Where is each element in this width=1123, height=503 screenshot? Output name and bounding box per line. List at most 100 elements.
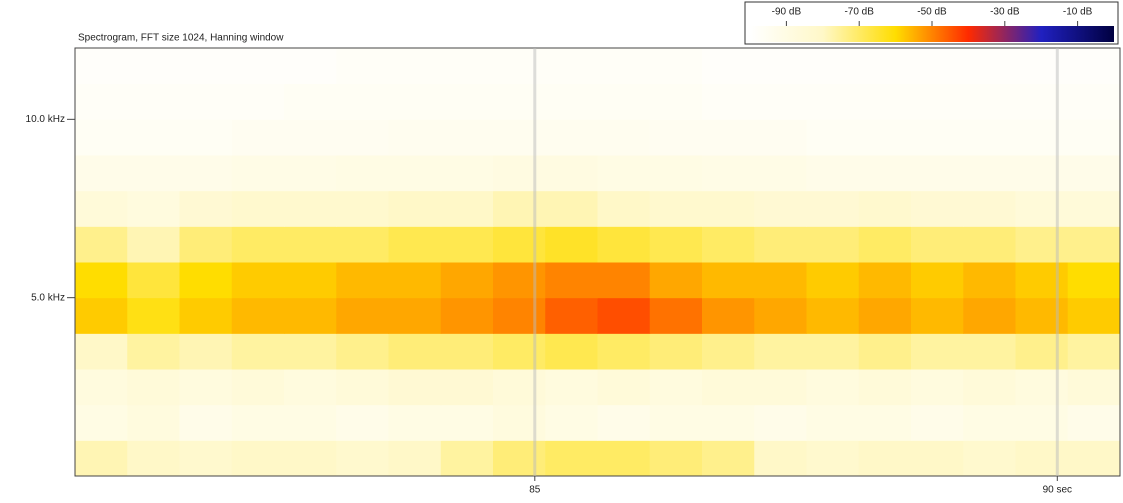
spectrogram-cell [911,262,964,299]
spectrogram-cell [911,333,964,370]
spectrogram-cell [963,404,1016,441]
spectrogram-cell [702,83,755,120]
spectrogram-cell [963,155,1016,192]
spectrogram-cell [1067,83,1121,120]
spectrogram-cell [388,119,442,156]
spectrogram-cell [440,226,494,263]
spectrogram-cell [388,226,442,263]
spectrogram-cell [649,262,703,299]
spectrogram-cell [127,83,180,120]
spectrogram-cell [858,440,912,477]
spectrogram-cell [911,83,964,120]
spectrogram-cell [231,404,285,441]
spectrogram-cell [231,262,285,299]
spectrogram-cell [440,297,494,334]
spectrogram-cell [75,190,128,227]
spectrogram-cell [127,226,180,263]
spectrogram-cell [545,48,598,85]
spectrogram-cell [806,262,860,299]
spectrogram-cell [388,297,442,334]
spectrogram-cell [388,83,442,120]
spectrogram-cell [493,155,546,192]
spectrogram-cell [440,262,494,299]
spectrogram-cell [806,333,860,370]
spectrogram-cell [284,190,337,227]
spectrogram-cell [858,190,912,227]
spectrogram-cell [963,190,1016,227]
spectrogram-cell [858,404,912,441]
spectrogram-cell [440,48,494,85]
spectrogram-cell [1015,369,1069,406]
spectrogram-cell [963,226,1016,263]
spectrogram-cell [806,83,860,120]
spectrogram-cell [702,404,755,441]
x-tick-label: 90 sec [1043,485,1072,496]
spectrogram-cell [597,333,651,370]
spectrogram-cell [127,155,180,192]
spectrogram-cell [75,119,128,156]
spectrogram-cell [388,155,442,192]
spectrogram-cell [336,297,389,334]
spectrogram-cell [388,369,442,406]
spectrogram-cell [127,333,180,370]
spectrogram-cell [963,119,1016,156]
spectrogram-cell [231,369,285,406]
spectrogram-cell [75,333,128,370]
spectrogram-cell [754,404,807,441]
colorbar-tick-label: -10 dB [1063,7,1093,18]
spectrogram-cell [179,155,233,192]
spectrogram-cell [702,190,755,227]
spectrogram-cell [179,404,233,441]
spectrogram-cell [963,297,1016,334]
spectrogram-cell [1015,333,1069,370]
spectrogram-cell [702,119,755,156]
spectrogram-cell [911,119,964,156]
spectrogram-cell [336,262,389,299]
spectrogram-cell [493,190,546,227]
y-tick-label: 5.0 kHz [31,292,65,303]
spectrogram-cell [284,297,337,334]
spectrogram-cell [336,440,389,477]
spectrogram-cell [127,297,180,334]
spectrogram-cell [649,297,703,334]
spectrogram-cell [1015,119,1069,156]
spectrogram-cell [179,83,233,120]
spectrogram-cell [1015,48,1069,85]
spectrogram-cell [858,262,912,299]
spectrogram-cell [493,404,546,441]
spectrogram-cell [545,226,598,263]
spectrogram-cell [597,404,651,441]
spectrogram-cell [858,119,912,156]
spectrogram-cell [911,226,964,263]
spectrogram-cell [493,48,546,85]
spectrogram-cell [493,333,546,370]
spectrogram-cell [545,369,598,406]
spectrogram-cell [388,48,442,85]
spectrogram-cell [545,155,598,192]
spectrogram-cell [806,190,860,227]
spectrogram-cell [336,226,389,263]
spectrogram-cell [858,297,912,334]
spectrogram-cell [284,440,337,477]
spectrogram-cell [649,83,703,120]
spectrogram-cell [284,333,337,370]
spectrogram-cell [179,190,233,227]
spectrogram-cell [284,83,337,120]
spectrogram-cell [336,190,389,227]
spectrogram-cell [231,190,285,227]
spectrogram-cell [702,48,755,85]
spectrogram-cell [754,333,807,370]
spectrogram-cell [179,119,233,156]
spectrogram-cell [493,83,546,120]
spectrogram-cell [1067,262,1121,299]
spectrogram-cell [963,440,1016,477]
spectrogram-cell [440,155,494,192]
spectrogram-cell [1015,226,1069,263]
spectrogram-cell [284,369,337,406]
plot-frame [74,47,1121,477]
spectrogram-cell [597,369,651,406]
spectrogram-cell [231,226,285,263]
spectrogram-cell [754,83,807,120]
spectrogram-cell [806,48,860,85]
spectrogram-cell [911,190,964,227]
